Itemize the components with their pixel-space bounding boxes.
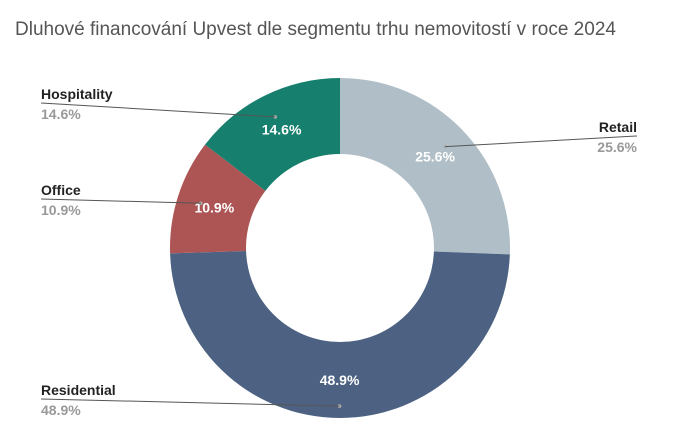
callout-line-retail	[445, 135, 638, 148]
category-label-hospitality: Hospitality	[41, 86, 113, 102]
callout-line-residential	[40, 398, 340, 407]
callout-line-hospitality	[40, 102, 276, 118]
slice-value-label-hospitality: 14.6%	[262, 122, 302, 138]
slice-residential	[170, 250, 510, 419]
slice-value-label-residential: 48.9%	[320, 372, 360, 388]
category-label-residential: Residential	[41, 382, 116, 398]
callout-line-office	[40, 198, 201, 204]
category-label-retail: Retail	[599, 119, 637, 135]
slice-retail	[340, 78, 511, 255]
category-percent-residential: 48.9%	[41, 402, 81, 418]
callout-dot-residential	[337, 404, 342, 408]
category-percent-retail: 25.6%	[597, 139, 637, 155]
chart-title: Dluhové financování Upvest dle segmentu …	[15, 19, 616, 40]
slice-hospitality	[205, 78, 340, 191]
slice-value-label-office: 10.9%	[194, 200, 234, 216]
category-percent-hospitality: 14.6%	[41, 106, 81, 122]
category-label-office: Office	[41, 182, 81, 198]
category-percent-office: 10.9%	[41, 202, 81, 218]
slice-value-label-retail: 25.6%	[415, 148, 455, 164]
slice-office	[169, 144, 266, 254]
